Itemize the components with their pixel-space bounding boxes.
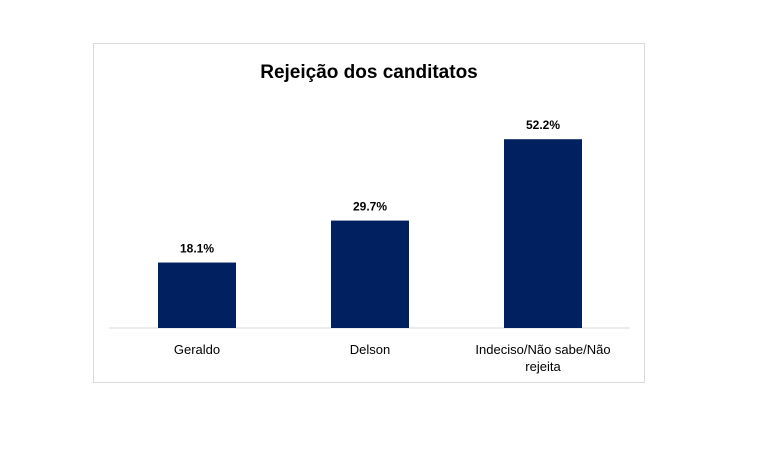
category-label: Delson (350, 342, 390, 357)
bar-chart: 18.1% Geraldo 29.7% Delson 52.2% Indeciso/Não… (109, 118, 630, 374)
bar-3 (504, 139, 582, 328)
chart-title: Rejeição dos canditatos (260, 62, 478, 83)
bar-value-label: 18.1% (180, 242, 214, 256)
bar-2 (331, 220, 409, 328)
category-label-line: Indeciso/Não sabe/Não (475, 342, 610, 357)
category-label-line: rejeita (525, 359, 561, 374)
category-label: Geraldo (174, 342, 220, 357)
category-label-line: Geraldo (174, 342, 220, 357)
bar-value-label: 52.2% (526, 118, 560, 132)
category-label: Indeciso/Não sabe/Não rejeita (475, 342, 610, 374)
bar-value-label: 29.7% (353, 200, 387, 214)
chart-frame: Rejeição dos canditatos 18.1% Geraldo 29.7… (93, 43, 645, 383)
category-label-line: Delson (350, 342, 390, 357)
bar-1 (158, 262, 236, 328)
